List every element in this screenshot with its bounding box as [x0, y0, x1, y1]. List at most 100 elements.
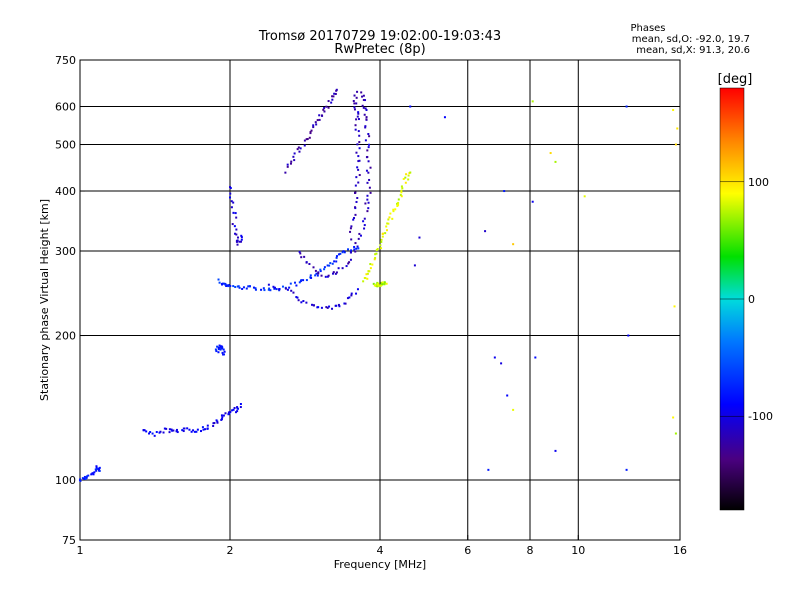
data-point	[381, 281, 384, 284]
data-point	[392, 208, 395, 211]
data-point	[354, 213, 357, 216]
data-point	[212, 424, 215, 427]
data-point	[85, 475, 88, 478]
data-point	[373, 258, 376, 261]
data-point	[238, 240, 241, 243]
data-point	[222, 348, 225, 351]
data-point	[235, 228, 238, 231]
colorbar-tick-label: -100	[748, 410, 773, 423]
data-point	[333, 92, 336, 95]
data-point	[363, 217, 366, 220]
data-point	[83, 475, 86, 478]
data-point	[357, 168, 360, 171]
data-point	[297, 146, 300, 149]
data-point	[220, 418, 223, 421]
data-point	[176, 431, 179, 434]
data-point	[323, 110, 326, 113]
data-point	[295, 296, 298, 299]
data-point	[220, 414, 223, 417]
data-point	[418, 236, 421, 239]
data-point	[353, 106, 356, 109]
data-point	[87, 474, 90, 477]
data-point	[293, 159, 296, 162]
data-point	[355, 118, 358, 121]
data-point	[221, 346, 224, 349]
data-point	[362, 98, 365, 101]
data-point	[236, 407, 239, 410]
data-point	[216, 421, 219, 424]
data-point	[232, 201, 235, 204]
data-point	[673, 305, 676, 308]
data-point	[366, 210, 369, 213]
data-point	[204, 428, 207, 431]
data-point	[320, 306, 323, 309]
data-point	[366, 198, 369, 201]
data-point	[355, 102, 358, 105]
data-point	[350, 225, 353, 228]
data-point	[200, 430, 203, 433]
data-point	[324, 275, 327, 278]
data-point	[290, 289, 293, 292]
x-tick-label: 16	[673, 544, 687, 557]
data-point	[294, 281, 297, 284]
data-point	[500, 362, 503, 365]
data-point	[354, 242, 357, 245]
data-point	[181, 429, 184, 432]
data-point	[353, 245, 356, 248]
data-point	[386, 229, 389, 232]
data-point	[346, 297, 349, 300]
data-point	[357, 247, 360, 250]
data-point	[326, 264, 329, 267]
data-point	[625, 105, 628, 108]
x-axis-label: Frequency [MHz]	[334, 558, 426, 571]
data-point	[350, 238, 353, 241]
data-point	[91, 472, 94, 475]
data-point	[221, 351, 224, 354]
data-point	[369, 166, 372, 169]
data-point	[339, 252, 342, 255]
data-point	[583, 195, 586, 198]
data-point	[220, 282, 223, 285]
data-point	[405, 173, 408, 176]
data-point	[357, 118, 360, 121]
data-point	[367, 160, 370, 163]
data-point	[366, 194, 369, 197]
data-point	[229, 187, 232, 190]
data-point	[404, 176, 407, 179]
data-point	[93, 471, 96, 474]
data-point	[153, 434, 156, 437]
data-point	[145, 430, 148, 433]
data-point	[218, 344, 221, 347]
data-point	[355, 151, 358, 154]
data-point	[300, 279, 303, 282]
data-point	[298, 250, 301, 253]
data-point	[309, 274, 312, 277]
x-tick-label: 6	[464, 544, 471, 557]
data-point	[221, 347, 224, 350]
data-point	[188, 428, 191, 431]
data-point	[376, 247, 379, 250]
data-point	[273, 286, 276, 289]
data-point	[175, 430, 178, 433]
data-point	[242, 286, 245, 289]
data-point	[98, 466, 101, 469]
data-point	[233, 225, 236, 228]
data-point	[290, 160, 293, 163]
data-point	[262, 287, 265, 290]
data-point	[331, 98, 334, 101]
data-point	[218, 346, 221, 349]
data-point	[288, 286, 291, 289]
data-point	[303, 139, 306, 142]
data-point	[289, 162, 292, 165]
data-point	[357, 155, 360, 158]
colorbar-tick-label: 0	[748, 293, 755, 306]
data-point	[319, 268, 322, 271]
data-point	[95, 469, 98, 472]
data-point	[228, 411, 231, 414]
data-point	[372, 282, 375, 285]
data-point	[222, 414, 225, 417]
data-point	[355, 247, 358, 250]
data-point	[355, 176, 358, 179]
data-point	[335, 255, 338, 258]
x-tick-label: 10	[571, 544, 585, 557]
